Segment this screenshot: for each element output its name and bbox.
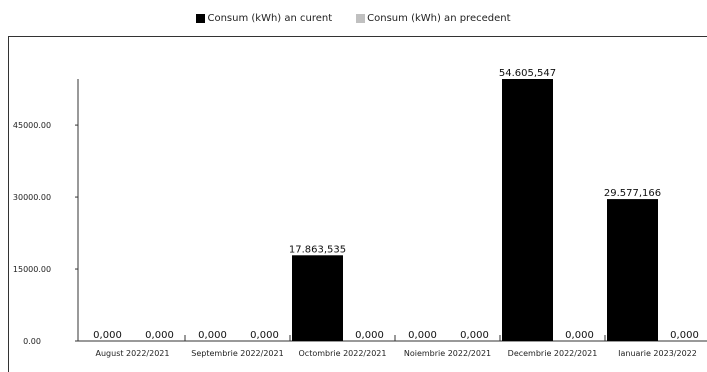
legend-swatch-current [196,13,206,23]
legend-swatch-previous [356,13,366,23]
bar-current [502,79,553,341]
value-label-previous: 0,000 [565,330,594,341]
y-tick-label: 30000.00 [13,193,51,202]
value-label-previous: 0,000 [250,330,279,341]
legend-item-current: Consum (kWh) an curent [196,13,332,24]
value-label-previous: 0,000 [355,330,384,341]
x-category-label: August 2022/2021 [96,349,170,358]
x-category-label: Octombrie 2022/2021 [299,349,387,358]
value-label-current: 0,000 [198,330,227,341]
y-tick-label: 15000.00 [13,265,51,274]
value-label-current: 0,000 [408,330,437,341]
value-label-previous: 0,000 [670,330,699,341]
bar-current [607,199,658,341]
x-category-label: Ianuarie 2023/2022 [618,349,697,358]
x-category-label: Decembrie 2022/2021 [508,349,598,358]
bar-current [292,255,343,341]
legend-label-previous: Consum (kWh) an precedent [367,12,511,24]
chart-frame [8,36,707,372]
value-label-current: 29.577,166 [604,188,661,199]
value-label-current: 54.605,547 [499,68,556,79]
y-tick-label: 45000.00 [13,121,51,130]
value-label-previous: 0,000 [145,330,174,341]
legend-label-current: Consum (kWh) an curent [207,12,333,24]
value-label-previous: 0,000 [460,330,489,341]
chart-legend: Consum (kWh) an curent Consum (kWh) an p… [0,0,707,36]
value-label-current: 17.863,535 [289,244,346,255]
legend-item-previous: Consum (kWh) an precedent [356,12,511,24]
x-category-label: Noiembrie 2022/2021 [404,349,491,358]
y-tick-label: 0.00 [23,337,41,346]
x-category-label: Septembrie 2022/2021 [191,349,283,358]
value-label-current: 0,000 [93,330,122,341]
